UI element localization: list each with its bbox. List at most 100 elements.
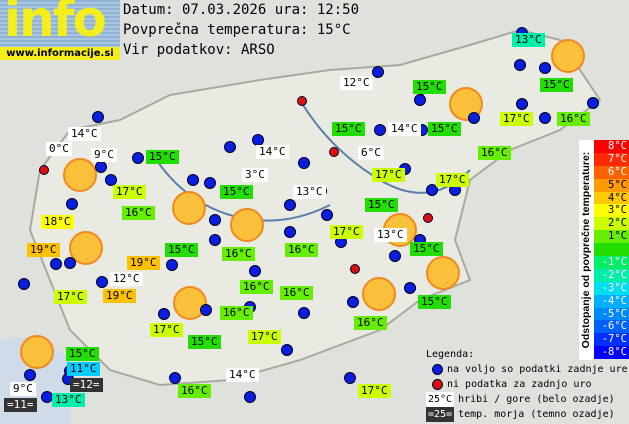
scale-title-box: Odstopanje od povprečne temperature: [579, 140, 594, 360]
scale-step: 2°C [594, 217, 629, 231]
station-dot-icon[interactable] [66, 198, 78, 210]
station-dot-icon[interactable] [169, 372, 181, 384]
station-dot-icon[interactable] [374, 124, 386, 136]
station-temperature: 17°C [500, 112, 533, 126]
station-dot-icon[interactable] [281, 344, 293, 356]
station-temperature: 15°C [220, 185, 253, 199]
scale-step: 4°C [594, 191, 629, 205]
deviation-scale: 8°C 7°C 6°C 5°C 4°C 3°C 2°C 1°C -1°C -2°C -3°C -4°C… [594, 140, 629, 360]
station-dot-icon[interactable] [249, 265, 261, 277]
station-temperature: 17°C [358, 384, 391, 398]
station-temperature: 15°C [332, 122, 365, 136]
station-dot-icon[interactable] [132, 152, 144, 164]
station-dot-icon[interactable] [539, 62, 551, 74]
sun-icon [172, 191, 206, 225]
station-temperature: 19°C [27, 243, 60, 257]
station-missing-dot-icon[interactable] [329, 147, 339, 157]
station-dot-icon[interactable] [204, 177, 216, 189]
station-dot-icon[interactable] [404, 282, 416, 294]
station-dot-icon[interactable] [209, 214, 221, 226]
station-dot-icon[interactable] [389, 250, 401, 262]
station-missing-dot-icon[interactable] [350, 264, 360, 274]
station-temperature: 17°C [54, 290, 87, 304]
station-temperature: 15°C [428, 122, 461, 136]
station-missing-dot-icon[interactable] [39, 165, 49, 175]
station-temperature: 16°C [280, 286, 313, 300]
scale-step: 8°C [594, 140, 629, 153]
station-dot-icon[interactable] [372, 66, 384, 78]
station-dot-icon[interactable] [587, 97, 599, 109]
station-dot-icon[interactable] [187, 174, 199, 186]
legend-mountain-sample: 25°C [426, 392, 455, 407]
station-temperature: 18°C [41, 215, 74, 229]
station-dot-icon[interactable] [200, 304, 212, 316]
sun-icon [69, 231, 103, 265]
station-dot-icon[interactable] [347, 296, 359, 308]
station-temperature: 17°C [330, 225, 363, 239]
station-temperature: 15°C [413, 80, 446, 94]
station-temperature: 15°C [410, 242, 443, 256]
station-temperature: 15°C [540, 78, 573, 92]
station-dot-icon[interactable] [468, 112, 480, 124]
station-temperature: 12°C [110, 272, 143, 286]
station-dot-icon[interactable] [64, 257, 76, 269]
station-dot-icon[interactable] [166, 259, 178, 271]
station-dot-icon[interactable] [298, 157, 310, 169]
legend-title: Legenda: [426, 349, 475, 360]
station-temperature: 3°C [242, 168, 268, 182]
scale-step [594, 243, 629, 257]
station-temperature: 15°C [188, 335, 221, 349]
scale-step: -2°C [594, 268, 629, 282]
station-dot-icon[interactable] [105, 174, 117, 186]
legend-ok: na voljo so podatki zadnje ure [447, 364, 628, 375]
station-dot-icon[interactable] [414, 94, 426, 106]
station-dot-icon[interactable] [426, 184, 438, 196]
station-dot-icon[interactable] [209, 234, 221, 246]
station-temperature: =11= [4, 398, 37, 412]
station-temperature: 15°C [165, 243, 198, 257]
station-temperature: 16°C [122, 206, 155, 220]
station-dot-icon[interactable] [95, 161, 107, 173]
logo[interactable]: info www.informacije.si [0, 0, 120, 60]
station-dot-icon[interactable] [284, 199, 296, 211]
scale-step: -1°C [594, 256, 629, 269]
logo-url[interactable]: www.informacije.si [0, 47, 120, 60]
station-temperature: 17°C [248, 330, 281, 344]
station-temperature: 16°C [478, 146, 511, 160]
station-temperature: 15°C [146, 150, 179, 164]
station-dot-icon[interactable] [284, 226, 296, 238]
station-dot-icon[interactable] [18, 278, 30, 290]
station-dot-icon[interactable] [50, 258, 62, 270]
station-temperature: 15°C [418, 295, 451, 309]
station-temperature: 17°C [113, 185, 146, 199]
station-dot-icon[interactable] [158, 308, 170, 320]
scale-step: 7°C [594, 152, 629, 166]
station-dot-icon[interactable] [244, 391, 256, 403]
station-temperature: 12°C [340, 76, 373, 90]
station-missing-dot-icon[interactable] [297, 96, 307, 106]
station-dot-icon[interactable] [298, 307, 310, 319]
station-temperature: 13°C [374, 228, 407, 242]
scale-step: 3°C [594, 204, 629, 218]
station-temperature: 16°C [222, 247, 255, 261]
station-dot-icon[interactable] [92, 111, 104, 123]
station-dot-icon[interactable] [516, 98, 528, 110]
legend-sea: temp. morja (temno ozadje) [458, 409, 615, 420]
station-dot-icon[interactable] [96, 276, 108, 288]
station-dot-icon[interactable] [24, 369, 36, 381]
scale-step: -5°C [594, 307, 629, 321]
station-dot-icon[interactable] [539, 112, 551, 124]
scale-step: 1°C [594, 230, 629, 244]
station-dot-icon[interactable] [344, 372, 356, 384]
station-dot-icon[interactable] [321, 209, 333, 221]
legend: Legenda: na voljo so podatki zadnje ure … [426, 347, 628, 422]
legend-mountain: hribi / gore (belo ozadje) [458, 394, 615, 405]
sun-icon [20, 335, 54, 369]
station-temperature: 13°C [512, 33, 545, 47]
station-dot-icon[interactable] [514, 59, 526, 71]
station-temperature: 0°C [46, 142, 72, 156]
station-temperature: 17°C [436, 173, 469, 187]
station-temperature: 16°C [285, 243, 318, 257]
station-dot-icon[interactable] [224, 141, 236, 153]
station-missing-dot-icon[interactable] [423, 213, 433, 223]
